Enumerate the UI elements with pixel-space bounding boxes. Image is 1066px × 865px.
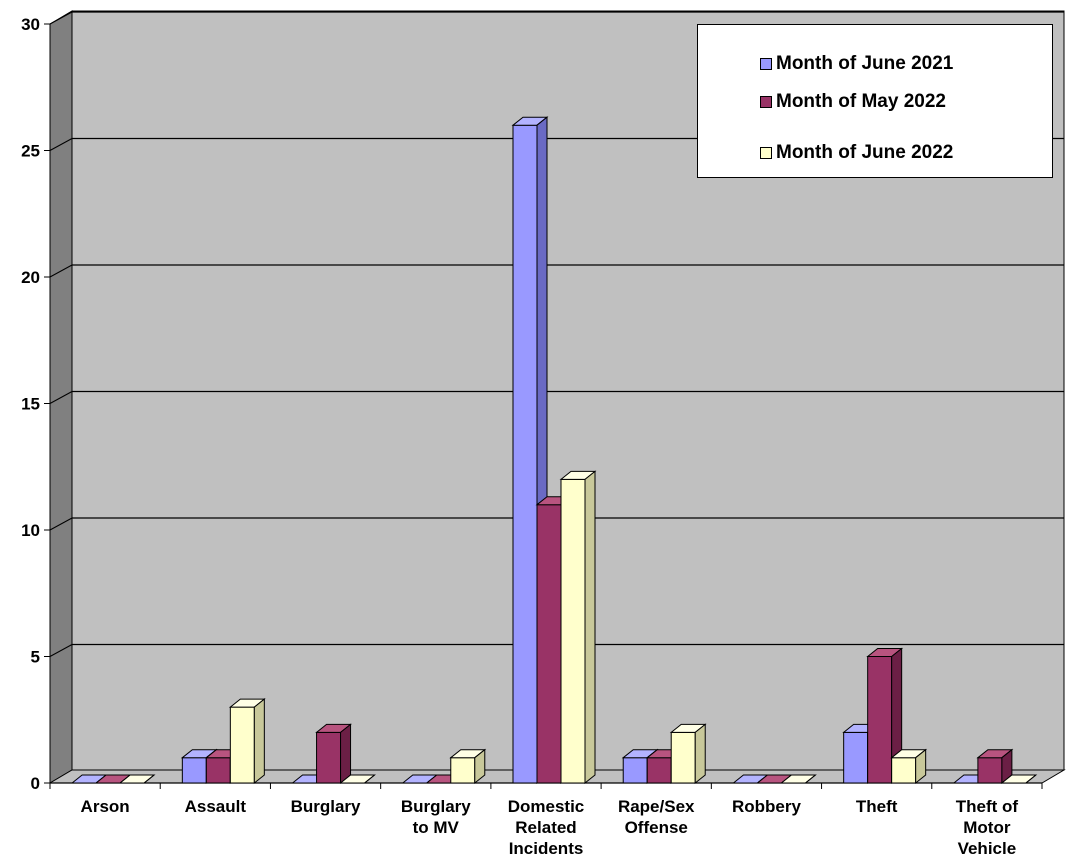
x-tick-label: Burglary [291,797,361,816]
bar-front [450,757,476,784]
bar-side [340,723,352,785]
bar-side [1025,774,1037,784]
legend-item-series-1: Month of June 2021 [760,52,953,76]
legend-item-series-3: Month of June 2022 [760,141,953,165]
bar-front [560,478,586,784]
bar-front [843,731,869,784]
legend-swatch-series-1 [760,58,772,70]
legend-label-series-1: Month of June 2021 [776,53,954,74]
x-tick-label: Domestic Related Incidents [508,797,585,858]
bar-side [364,774,375,784]
y-tick-label: 20 [21,268,40,287]
bar-side [915,748,927,785]
legend-label-series-2: Month of May 2022 [776,91,946,112]
bar-front [205,757,231,784]
bar-front [316,731,342,784]
x-tick-label: Assault [185,797,247,816]
bar-side [143,774,155,784]
bar-front [229,706,255,784]
x-tick-label: Burglary to MV [401,797,471,837]
y-tick-label: 25 [21,142,40,161]
bar [1000,774,1038,784]
y-tick-label: 10 [21,521,40,540]
bar-side [584,470,596,785]
gridline-side [49,138,73,151]
bar [559,470,597,785]
y-tick-label: 30 [21,15,40,34]
gridline-side [49,644,73,657]
legend-label-series-3: Month of June 2022 [776,142,954,163]
y-tick-label: 15 [21,395,40,414]
gridline-side [49,391,73,404]
bar-front [536,504,562,784]
bar [669,723,707,785]
bar-front [670,731,696,784]
bar-front [622,757,648,784]
bar-front [867,656,893,784]
bar-front [891,757,917,784]
gridline-side [49,264,73,278]
bar-side [474,748,486,785]
bar [780,774,817,784]
bar [890,748,928,785]
x-tick-label: Arson [81,797,130,816]
x-tick-label: Theft of Motor Vehicle [956,797,1019,858]
bar [339,774,376,784]
bar-front [977,757,1003,784]
bar [976,748,1014,785]
x-tick-label: Rape/Sex Offense [618,797,695,837]
y-tick-label: 5 [31,648,40,667]
legend-swatch-series-3 [760,147,772,159]
bar-front [646,757,672,784]
y-tick-label: 0 [31,774,40,793]
bar-side [253,698,265,785]
bar [228,698,266,785]
bar-side [805,774,816,784]
bar-side [694,723,706,785]
gridline-side [49,11,73,25]
x-tick-label: Robbery [732,797,802,816]
bar [449,748,487,785]
bar [118,774,156,784]
bar-front [512,124,538,784]
legend-swatch-series-2 [760,96,772,108]
chart-legend: Month of June 2021 Month of May 2022 Mon… [697,24,1053,178]
bar [315,723,352,785]
bar-front [181,757,207,784]
legend-item-series-2: Month of May 2022 [760,90,946,114]
x-tick-label: Theft [856,797,898,816]
gridline-side [49,517,73,531]
bar [866,647,904,785]
